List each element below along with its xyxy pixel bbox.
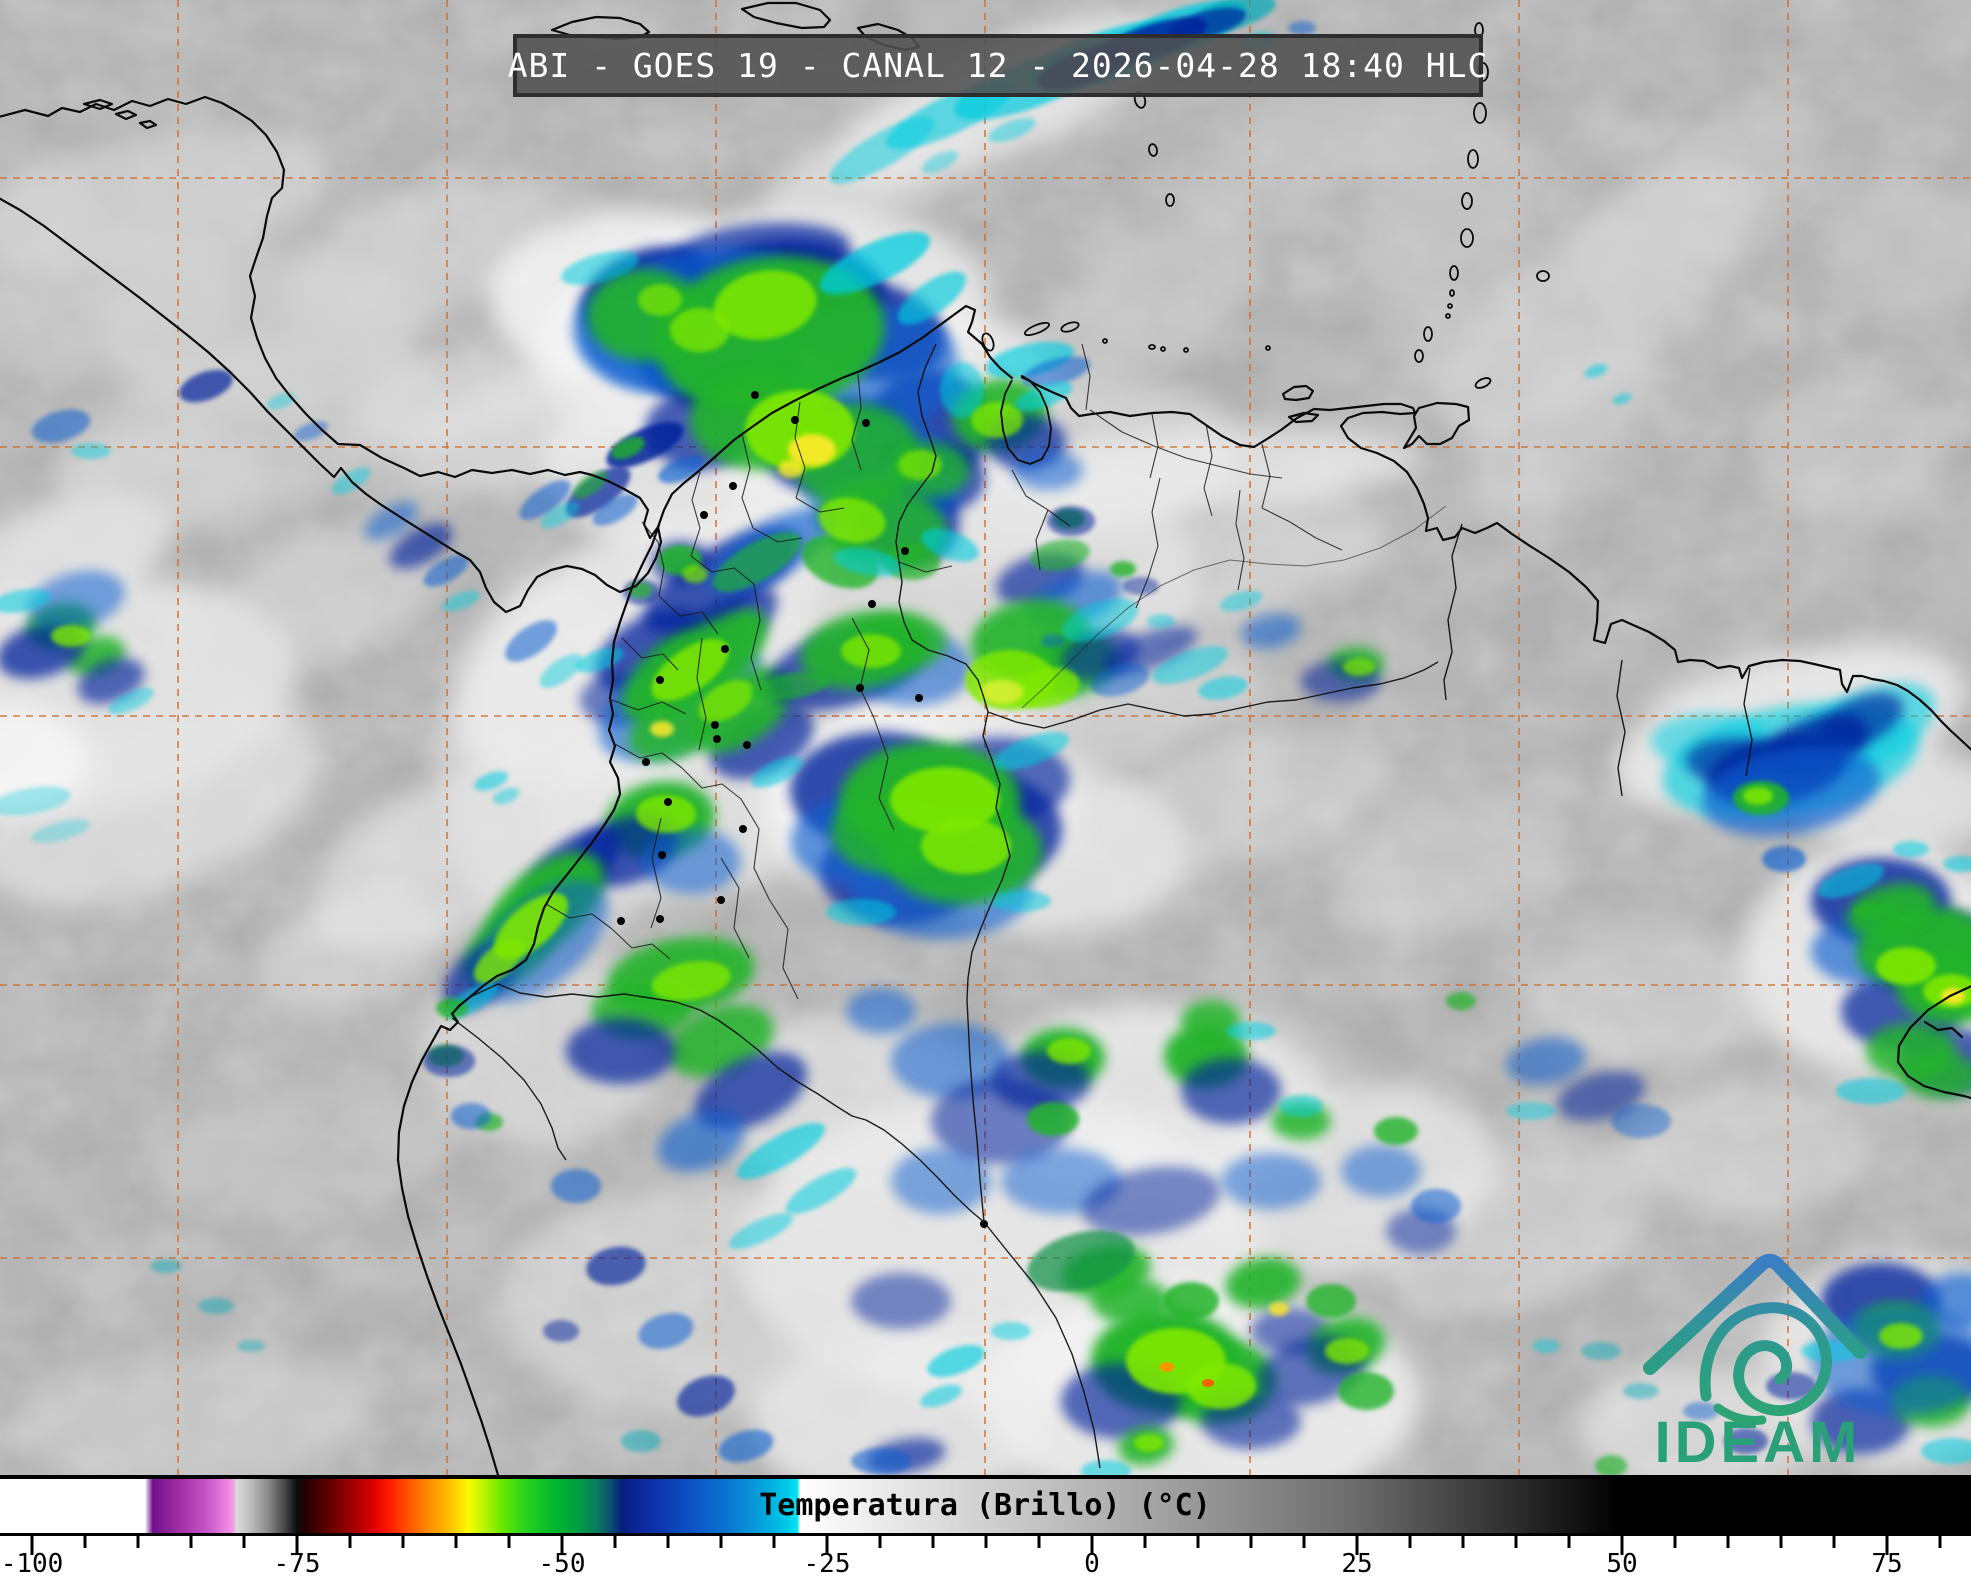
colorbar-tick-label: -75 [273,1549,321,1577]
ideam-mountain-icon [1643,1253,1867,1375]
graticule-layer [0,0,1971,1475]
colorbar-tick-label: 75 [1871,1549,1903,1577]
ideam-spiral-icon [1699,1302,1832,1417]
colorbar-tick-label: 50 [1606,1549,1638,1577]
colorbar-label: Temperatura (Brillo) (°C) [759,1488,1211,1523]
border-layer [451,343,1753,1469]
colorbar-bottom-border [0,1533,1971,1536]
ideam-spiral-tail-icon [1713,1403,1767,1425]
convection-core-layer [1160,1362,1214,1387]
colorbar-top-border [0,1475,1971,1479]
colorbar-tick-label: 0 [1084,1549,1100,1577]
ideam-logo-text: IDEAM [1655,1410,1862,1475]
colorbar-ticks [30,1536,1942,1555]
colorbar-tick-label: -50 [538,1549,586,1577]
convection-layer [0,0,1971,1475]
title-bar: ABI - GOES 19 - CANAL 12 - 2026-04-28 18… [508,34,1487,97]
ideam-logo: IDEAM [1643,1253,1867,1475]
title-text: ABI - GOES 19 - CANAL 12 - 2026-04-28 18… [507,46,1489,85]
colorbar-tick-label: -100 [0,1549,64,1577]
colorbar-gradient [0,1479,1971,1533]
colorbar-tick-label: 25 [1341,1549,1373,1577]
coastline-layer [0,1,1971,1475]
satellite-map: IDEAM [0,0,1971,1475]
colorbar-panel: Temperatura (Brillo) (°C) -100 -75 -50 -25 0… [0,1475,1971,1577]
city-dot-layer [617,391,988,1228]
colorbar-tick-label: -25 [803,1549,851,1577]
colorbar-tick-labels: -100 -75 -50 -25 0 25 50 75 [0,1549,1971,1577]
